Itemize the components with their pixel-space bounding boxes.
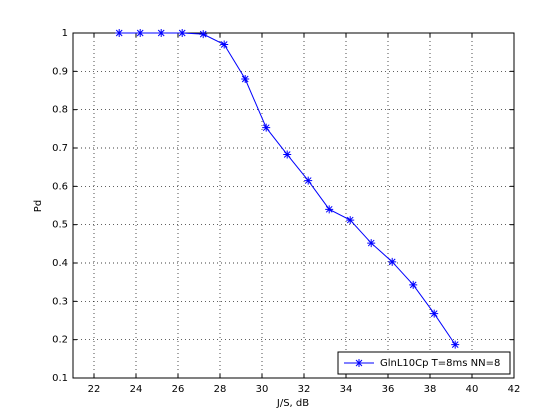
data-point bbox=[178, 29, 187, 37]
plot-area bbox=[73, 33, 514, 378]
x-tick-label: 34 bbox=[340, 384, 353, 395]
data-point bbox=[157, 29, 166, 37]
x-tick-label: 36 bbox=[382, 384, 395, 395]
data-point bbox=[325, 205, 334, 214]
y-tick-label: 0.6 bbox=[52, 181, 68, 192]
x-tick-label: 40 bbox=[466, 384, 479, 395]
y-axis-label: Pd bbox=[33, 200, 44, 212]
x-tick-label: 24 bbox=[130, 384, 143, 395]
y-tick-label: 1 bbox=[62, 28, 68, 39]
y-tick-label: 0.3 bbox=[52, 296, 68, 307]
x-tick-label: 22 bbox=[88, 384, 101, 395]
data-point bbox=[430, 309, 439, 318]
data-point bbox=[451, 340, 460, 349]
data-point bbox=[304, 176, 313, 185]
x-tick-label: 28 bbox=[214, 384, 227, 395]
data-point bbox=[136, 29, 145, 37]
x-tick-label: 38 bbox=[424, 384, 437, 395]
x-axis-label: J/S, dB bbox=[276, 398, 309, 409]
x-tick-label: 26 bbox=[172, 384, 185, 395]
legend-label: GlnL10Cp T=8ms NN=8 bbox=[380, 358, 500, 369]
data-point bbox=[262, 123, 271, 132]
y-tick-label: 0.9 bbox=[52, 66, 68, 77]
y-tick-label: 0.5 bbox=[52, 220, 68, 231]
y-tick-label: 0.8 bbox=[52, 105, 68, 116]
data-point bbox=[115, 29, 124, 37]
data-point bbox=[199, 30, 208, 39]
x-tick-label: 30 bbox=[256, 384, 269, 395]
data-point bbox=[220, 40, 229, 49]
y-tick-label: 0.4 bbox=[52, 258, 68, 269]
y-tick-label: 0.2 bbox=[52, 335, 68, 346]
data-point bbox=[388, 257, 397, 266]
x-tick-label: 32 bbox=[298, 384, 311, 395]
legend-marker bbox=[355, 359, 363, 367]
data-point bbox=[346, 216, 355, 225]
y-tick-label: 0.7 bbox=[52, 143, 68, 154]
legend-box bbox=[337, 351, 511, 375]
y-tick-label: 0.1 bbox=[52, 373, 68, 384]
data-point bbox=[283, 150, 292, 159]
x-tick-label: 42 bbox=[508, 384, 521, 395]
data-point bbox=[367, 239, 376, 248]
axes-box bbox=[72, 32, 515, 379]
data-point bbox=[409, 280, 418, 289]
data-point bbox=[241, 75, 250, 83]
